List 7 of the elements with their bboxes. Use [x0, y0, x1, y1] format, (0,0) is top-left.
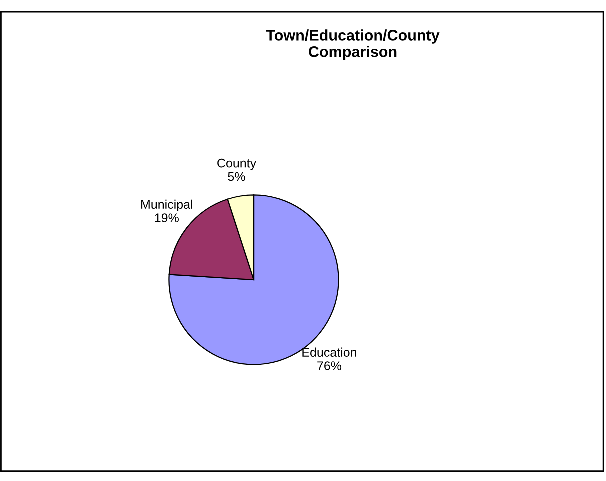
data-label: 5% — [228, 172, 246, 182]
slice-label: Municipal — [142, 200, 192, 212]
data-label: 19% — [155, 214, 179, 223]
data-label: 76% — [318, 362, 342, 370]
slice-label: Education — [302, 348, 356, 357]
chart-title: Town/Education/County Comparison — [266, 30, 440, 60]
slice-label: County — [218, 158, 257, 170]
